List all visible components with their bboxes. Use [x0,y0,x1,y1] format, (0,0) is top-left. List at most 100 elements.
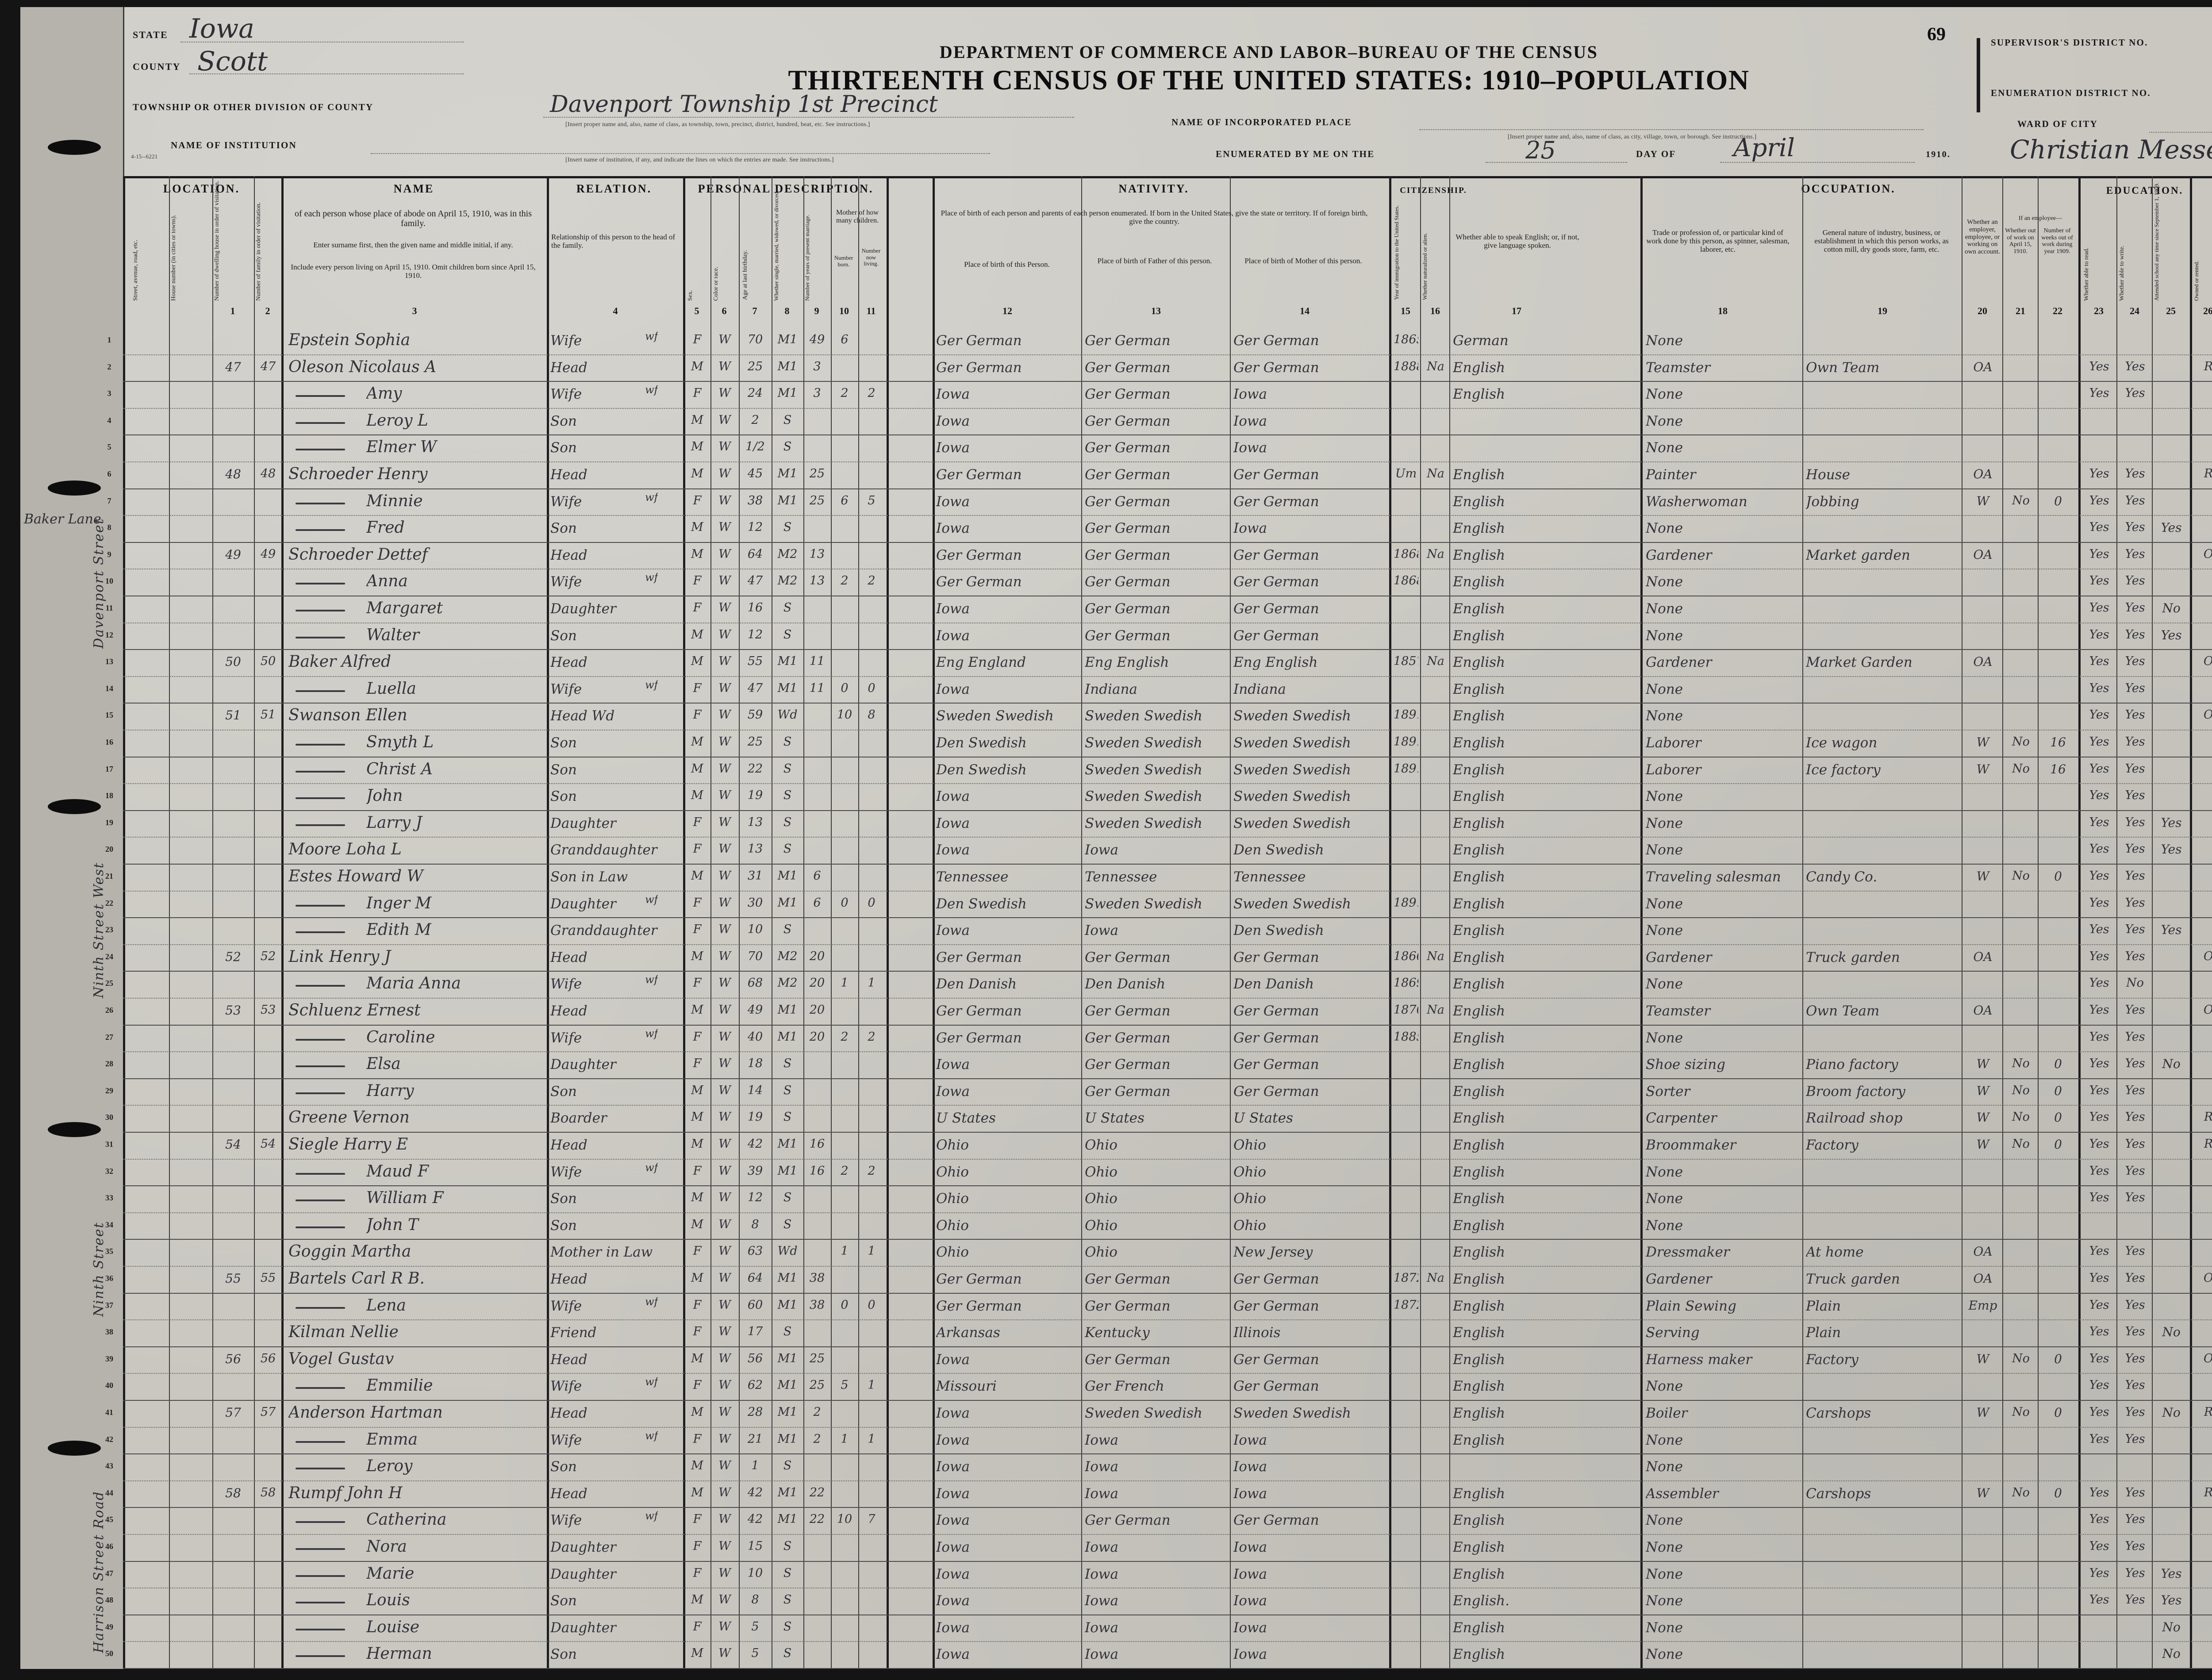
cell-race[interactable]: W [718,386,731,400]
cell-fpob[interactable]: Ohio [1085,1244,1118,1261]
cell-sex[interactable]: M [691,520,703,534]
cell-fpob[interactable]: Ger German [1085,574,1171,590]
cell-rel[interactable]: Head [550,949,588,965]
cell-rel[interactable]: Head [550,547,588,563]
cell-sex[interactable]: F [693,1030,702,1044]
cell-ms[interactable]: M2 [777,574,798,588]
cell-relation-annotation[interactable]: wf [645,973,658,986]
cell-ms[interactable]: S [783,520,792,534]
cell-living[interactable]: 7 [868,1512,876,1526]
cell-occ[interactable]: Laborer [1646,761,1701,778]
cell-given-name[interactable]: Harry [366,1081,414,1100]
cell-eng[interactable]: English [1453,1083,1505,1099]
cell-sex[interactable]: M [691,359,703,373]
cell-ms[interactable]: M1 [777,896,798,910]
cell-wks[interactable]: 0 [2054,1351,2062,1366]
cell-ms[interactable]: S [783,1619,792,1634]
cell-nat[interactable]: Na [1427,949,1444,963]
cell-given-name[interactable]: Caroline [366,1028,435,1046]
cell-emp[interactable]: W [1976,1351,1989,1366]
cell-pob[interactable]: Tennessee [936,869,1009,885]
cell-given-name[interactable]: Margaret [366,599,443,617]
cell-read[interactable]: Yes [2089,1485,2109,1499]
cell-fpob[interactable]: Sweden Swedish [1085,788,1202,805]
cell-given-name[interactable]: William F [366,1189,444,1207]
cell-ms[interactable]: S [783,413,792,427]
cell-rel[interactable]: Son [550,1191,577,1207]
cell-age[interactable]: 30 [747,896,763,910]
cell-age[interactable]: 45 [747,467,763,481]
cell-age[interactable]: 42 [747,1137,763,1151]
cell-pob[interactable]: Ger German [936,574,1022,590]
cell-wks[interactable]: 0 [2054,1110,2062,1125]
cell-sex[interactable]: F [693,1566,702,1580]
cell-race[interactable]: W [718,1539,731,1553]
cell-fpob[interactable]: Iowa [1085,1566,1118,1582]
cell-read[interactable]: Yes [2089,1164,2109,1178]
cell-age[interactable]: 1 [751,1459,759,1473]
cell-ms[interactable]: S [783,735,792,749]
cell-race[interactable]: W [718,1351,731,1365]
cell-pob[interactable]: Ger German [936,547,1022,563]
cell-write[interactable]: Yes [2125,842,2145,856]
cell-relation-annotation[interactable]: wf [645,1376,658,1388]
cell-ms[interactable]: M1 [777,359,798,373]
cell-sex[interactable]: M [691,467,703,481]
cell-living[interactable]: 1 [868,976,876,990]
cell-read[interactable]: Yes [2089,869,2109,883]
cell-full-name[interactable]: Vogel Gustav [288,1349,394,1368]
cell-imm[interactable]: Um [1395,467,1417,481]
cell-fam[interactable]: 50 [260,654,276,669]
cell-eng[interactable]: English [1453,842,1505,858]
cell-ms[interactable]: S [783,440,792,454]
cell-yrs[interactable]: 11 [809,681,825,695]
cell-age[interactable]: 64 [747,1271,763,1285]
cell-write[interactable]: Yes [2125,815,2145,829]
cell-ind[interactable]: Market garden [1806,547,1910,563]
cell-sex[interactable]: F [693,1164,702,1178]
cell-born[interactable]: 2 [841,386,849,400]
cell-given-name[interactable]: Louise [366,1618,420,1636]
cell-occ[interactable]: None [1646,520,1683,537]
cell-fpob[interactable]: Sweden Swedish [1085,896,1202,912]
cell-pob[interactable]: Ohio [936,1244,969,1261]
cell-age[interactable]: 42 [747,1485,763,1499]
cell-mpob[interactable]: Ohio [1233,1217,1266,1234]
cell-age[interactable]: 25 [747,359,763,373]
cell-age[interactable]: 25 [747,735,763,749]
cell-race[interactable]: W [718,896,731,910]
cell-rel[interactable]: Daughter [550,1566,616,1582]
cell-given-name[interactable]: Anna [366,572,408,591]
cell-pob[interactable]: Ger German [936,1030,1022,1046]
cell-sex[interactable]: M [691,788,703,803]
cell-rel[interactable]: Daughter [550,1057,616,1073]
cell-race[interactable]: W [718,1083,731,1097]
cell-fpob[interactable]: Den Danish [1085,976,1166,992]
cell-sex[interactable]: F [693,976,702,990]
cell-living[interactable]: 5 [868,493,876,507]
cell-race[interactable]: W [718,1298,731,1312]
cell-imm[interactable]: 1872 [1394,1298,1418,1312]
cell-eng[interactable]: English [1453,574,1505,590]
cell-nat[interactable]: Na [1427,359,1444,373]
cell-born[interactable]: 0 [841,681,849,695]
cell-race[interactable]: W [718,413,731,427]
cell-ms[interactable]: M1 [777,654,798,669]
cell-eng[interactable]: English. [1453,1593,1509,1609]
cell-write[interactable]: Yes [2125,547,2145,561]
enumerator-signature[interactable]: Christian Messer [2010,135,2212,165]
cell-school[interactable]: No [2162,1646,2181,1661]
cell-fpob[interactable]: Sweden Swedish [1085,1405,1202,1421]
cell-ms[interactable]: M1 [777,1030,798,1044]
cell-age[interactable]: 17 [747,1325,763,1339]
cell-ms[interactable]: S [783,1325,792,1339]
cell-emp[interactable]: W [1976,1485,1989,1500]
cell-fam[interactable]: 49 [260,547,276,561]
cell-ind[interactable]: Jobbing [1806,493,1859,510]
cell-ms[interactable]: M2 [777,976,798,990]
cell-occ[interactable]: Gardener [1646,1271,1712,1287]
cell-occ[interactable]: None [1646,413,1683,429]
cell-rel[interactable]: Head Wd [550,708,615,724]
cell-eng[interactable]: English [1453,1485,1505,1502]
cell-occ[interactable]: None [1646,842,1683,858]
